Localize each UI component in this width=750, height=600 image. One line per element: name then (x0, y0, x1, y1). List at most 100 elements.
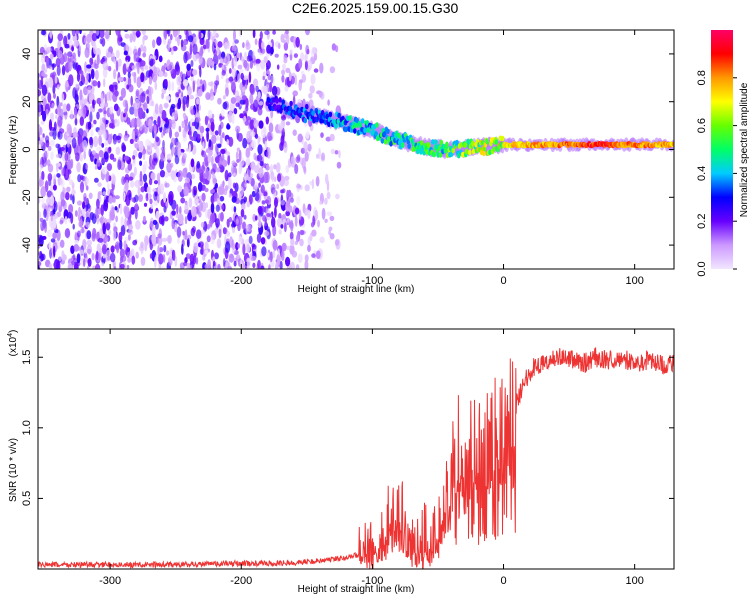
noise-blob (180, 39, 184, 48)
noise-blob (246, 55, 252, 62)
noise-blob (136, 117, 141, 128)
noise-blob (92, 80, 98, 87)
noise-blob (292, 129, 297, 136)
ridge-cell (671, 141, 674, 147)
noise-blob (150, 172, 156, 181)
noise-blob (299, 43, 303, 51)
noise-blob (268, 122, 274, 133)
noise-blob (320, 156, 325, 162)
noise-blob (82, 106, 87, 117)
noise-blob (133, 52, 140, 62)
noise-blob (287, 189, 292, 198)
snr-y-scale: (x104) (7, 330, 19, 357)
noise-blob (91, 253, 95, 261)
noise-blob (89, 136, 93, 146)
noise-blob (85, 185, 89, 191)
noise-blob (219, 134, 223, 146)
noise-blob (83, 86, 88, 96)
noise-blob (177, 97, 182, 110)
noise-blob (113, 68, 117, 80)
noise-blob (235, 125, 241, 133)
noise-blob (284, 85, 289, 92)
noise-blob (42, 133, 45, 139)
noise-blob (56, 65, 61, 76)
noise-blob (214, 130, 219, 136)
noise-blob (256, 62, 261, 72)
noise-blob (65, 192, 70, 201)
noise-blob (59, 219, 64, 225)
noise-blob (299, 157, 304, 166)
noise-blob (113, 266, 117, 269)
noise-blob (74, 239, 79, 245)
noise-blob (335, 193, 340, 200)
noise-blob (189, 44, 193, 56)
noise-blob (71, 46, 74, 52)
noise-blob (233, 107, 238, 115)
noise-blob (61, 65, 66, 76)
noise-blob (295, 264, 300, 269)
ridge-cell (467, 149, 472, 156)
noise-blob (278, 229, 282, 235)
noise-blob (285, 30, 289, 35)
ridge-cell (303, 117, 308, 124)
noise-blob (254, 133, 259, 139)
colorbar-ticks: 0.0 0.2 0.4 0.6 0.8 (696, 70, 737, 277)
noise-blob (283, 54, 288, 64)
noise-blob (134, 98, 140, 110)
noise-blob (245, 97, 249, 109)
noise-blob (311, 229, 317, 237)
noise-blob (277, 173, 282, 182)
noise-blob (199, 200, 203, 212)
noise-blob (127, 71, 131, 79)
ridge-cell (354, 122, 359, 128)
noise-blob (138, 140, 144, 153)
ridge-cell (482, 150, 486, 157)
ridge-cell (445, 141, 449, 148)
noise-blob (83, 150, 86, 160)
noise-blob (115, 146, 121, 155)
noise-blob (262, 75, 266, 81)
noise-blob (68, 57, 72, 63)
noise-blob (144, 65, 149, 71)
noise-blob (295, 36, 300, 48)
ridge-cell (358, 122, 363, 129)
noise-blob (236, 147, 241, 152)
ridge-cell (407, 143, 411, 149)
x-tick-label: 0 (500, 575, 506, 587)
noise-blob (299, 238, 304, 247)
noise-blob (112, 135, 117, 145)
noise-blob (228, 76, 234, 82)
noise-blob (231, 113, 235, 125)
noise-blob (306, 48, 310, 55)
noise-blob (137, 47, 141, 57)
noise-blob (97, 80, 101, 88)
noise-blob (221, 132, 225, 139)
noise-blob (303, 141, 308, 153)
noise-blob (296, 195, 301, 206)
ridge-cell (494, 139, 499, 145)
noise-blob (278, 212, 282, 220)
noise-blob (166, 250, 170, 256)
noise-blob (38, 210, 42, 220)
x-tick-label: 0 (500, 275, 506, 287)
noise-blob (128, 229, 134, 236)
noise-blob (231, 67, 237, 78)
noise-blob (288, 205, 293, 213)
noise-blob (191, 173, 196, 180)
noise-blob (138, 151, 143, 159)
ridge-cell (353, 128, 357, 134)
noise-blob (145, 192, 149, 202)
noise-blob (139, 160, 143, 166)
noise-blob (39, 179, 44, 187)
noise-blob (57, 33, 63, 41)
noise-blob (190, 108, 195, 116)
noise-blob (127, 234, 131, 241)
noise-blob (126, 264, 130, 269)
noise-blob (196, 78, 201, 87)
noise-blob (38, 169, 42, 181)
noise-blob (192, 255, 197, 265)
noise-blob (196, 205, 200, 215)
ridge-cell (363, 127, 367, 133)
noise-blob (160, 153, 164, 162)
noise-blob (78, 206, 81, 215)
